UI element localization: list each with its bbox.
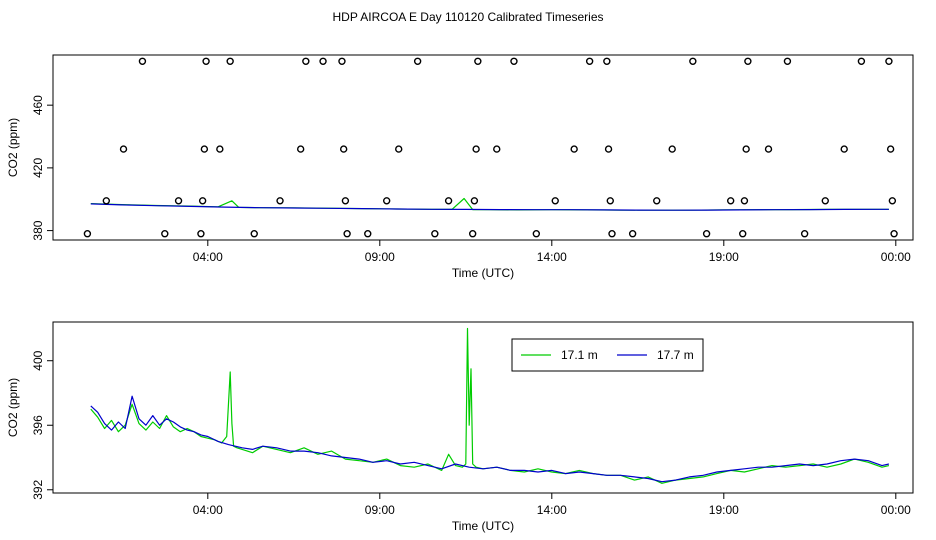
calibration-point <box>341 197 350 205</box>
calibration-point <box>364 230 372 238</box>
x-tick-label: 19:00 <box>709 503 739 517</box>
calibration-point <box>444 197 453 205</box>
calibration-point <box>343 230 351 238</box>
calibration-point <box>339 145 348 153</box>
x-tick-label: 00:00 <box>881 250 911 264</box>
calibration-point <box>197 230 205 238</box>
calibration-point <box>890 230 898 238</box>
calibration-point <box>551 197 559 205</box>
calibration-point <box>783 57 792 65</box>
calibration-point <box>174 197 183 205</box>
calibration-point <box>216 145 224 153</box>
calibration-point <box>161 230 169 238</box>
y-tick-label: 392 <box>31 479 45 499</box>
legend-label: 17.7 m <box>657 348 694 362</box>
calibration-point <box>653 197 661 205</box>
calibration-point <box>840 145 848 153</box>
calibration-point <box>413 57 422 65</box>
calibration-point <box>338 57 346 65</box>
x-tick-label: 09:00 <box>365 503 395 517</box>
y-axis-label: CO2 (ppm) <box>6 118 20 177</box>
plot-frame <box>52 321 914 494</box>
calibration-point <box>739 230 747 238</box>
calibration-point <box>119 145 128 153</box>
calibration-point <box>302 57 310 65</box>
calibration-point <box>83 230 92 238</box>
calibration-point <box>742 145 750 153</box>
x-tick-label: 04:00 <box>193 503 223 517</box>
calibration-point <box>821 197 829 205</box>
plot-frame <box>52 54 914 241</box>
x-tick-label: 14:00 <box>537 503 567 517</box>
series-line-17-7-m <box>90 395 890 483</box>
calibration-point <box>493 145 501 153</box>
calibration-point <box>102 197 111 205</box>
calibration-point <box>740 197 749 205</box>
calibration-point <box>604 145 613 153</box>
series-line-17-7-m <box>90 203 889 211</box>
y-tick-label: 460 <box>31 95 45 115</box>
y-tick-label: 380 <box>31 220 45 240</box>
calibration-point <box>857 57 866 65</box>
calibration-point <box>474 57 482 65</box>
calibration-point <box>138 57 147 65</box>
calibration-point <box>800 230 809 238</box>
calibration-point <box>585 57 594 65</box>
calibration-point <box>276 197 284 205</box>
x-axis-label: Time (UTC) <box>452 266 514 280</box>
x-tick-label: 04:00 <box>193 250 223 264</box>
calibration-point <box>202 57 210 65</box>
calibration-point <box>532 230 541 238</box>
calibration-point <box>250 230 258 238</box>
calibration-point <box>702 230 711 238</box>
calibration-point <box>764 145 773 153</box>
calibration-point <box>470 197 479 205</box>
calibration-point <box>296 145 305 153</box>
calibration-point <box>628 230 637 238</box>
calibration-point <box>886 145 895 153</box>
calibration-point <box>198 197 207 205</box>
x-tick-label: 19:00 <box>709 250 739 264</box>
calibration-point <box>608 230 616 238</box>
calibration-point <box>510 57 518 65</box>
calibration-point <box>472 145 480 153</box>
y-tick-label: 400 <box>31 350 45 370</box>
calibration-point <box>726 197 735 205</box>
calibration-point <box>689 57 697 65</box>
series-line-17-1-m <box>90 327 890 484</box>
calibration-point <box>570 145 578 153</box>
calibration-point <box>606 197 614 205</box>
calibration-point <box>200 145 209 153</box>
calibration-point <box>382 197 391 205</box>
legend-label: 17.1 m <box>561 348 598 362</box>
calibration-point <box>431 230 439 238</box>
calibration-point <box>319 57 327 65</box>
bottom-panel: 04:00 09:00 14:00 19:00 00:00 392 396 400 Time (… <box>6 321 914 533</box>
x-tick-label: 09:00 <box>365 250 395 264</box>
calibration-point <box>226 57 234 65</box>
figure-title: HDP AIRCOA E Day 110120 Calibrated Times… <box>332 10 603 24</box>
x-tick-label: 14:00 <box>537 250 567 264</box>
top-panel: 04:00 09:00 14:00 19:00 00:00 380 420 460 Time (… <box>6 54 914 280</box>
calibration-point <box>888 197 897 205</box>
calibration-point <box>468 230 477 238</box>
y-axis-label: CO2 (ppm) <box>6 378 20 437</box>
calibration-point <box>885 57 893 65</box>
calibration-point <box>395 145 403 153</box>
y-tick-label: 420 <box>31 158 45 178</box>
calibration-point <box>744 57 752 65</box>
x-axis-label: Time (UTC) <box>452 519 514 533</box>
calibration-point <box>603 57 611 65</box>
x-tick-label: 00:00 <box>881 503 911 517</box>
series-line-17-1-m <box>90 197 889 211</box>
y-tick-label: 396 <box>31 415 45 435</box>
calibration-point <box>668 145 676 153</box>
